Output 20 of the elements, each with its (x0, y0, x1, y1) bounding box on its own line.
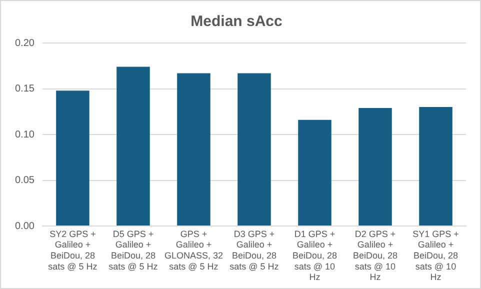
bar (419, 107, 452, 226)
x-tick-label: SY1 GPS + Galileo + BeiDou, 28 sats @ 10 Hz (412, 228, 459, 282)
y-tick-label: 0.00 (14, 220, 35, 232)
bar (56, 90, 90, 226)
y-tick-label: 0.15 (14, 84, 35, 94)
bar (116, 66, 150, 226)
x-tick-label: D5 GPS + Galileo + BeiDou, 28 sats @ 5 Hz (108, 228, 158, 272)
x-tick-label: D3 GPS + Galileo + BeiDou, 28 sats @ 5 Hz (230, 228, 280, 272)
y-tick-label: 0.20 (14, 38, 35, 49)
x-tick-label: D1 GPS + Galileo + BeiDou, 28 sats @ 10 Hz (292, 228, 337, 282)
bar (358, 108, 392, 226)
bar (177, 73, 210, 226)
x-tick-label: GPS + Galileo + GLONASS, 32 sats @ 5 Hz (164, 228, 223, 272)
bar (238, 73, 271, 226)
bar (298, 120, 332, 226)
x-tick-label: SY2 GPS + Galileo + BeiDou, 28 sats @ 5 Hz (48, 228, 98, 272)
chart-title: Median sAcc (190, 13, 282, 30)
y-tick-label: 0.10 (14, 129, 35, 140)
y-tick-label: 0.05 (14, 175, 35, 186)
x-tick-label: D2 GPS + Galileo + BeiDou, 28 sats @ 10 Hz (352, 228, 398, 282)
